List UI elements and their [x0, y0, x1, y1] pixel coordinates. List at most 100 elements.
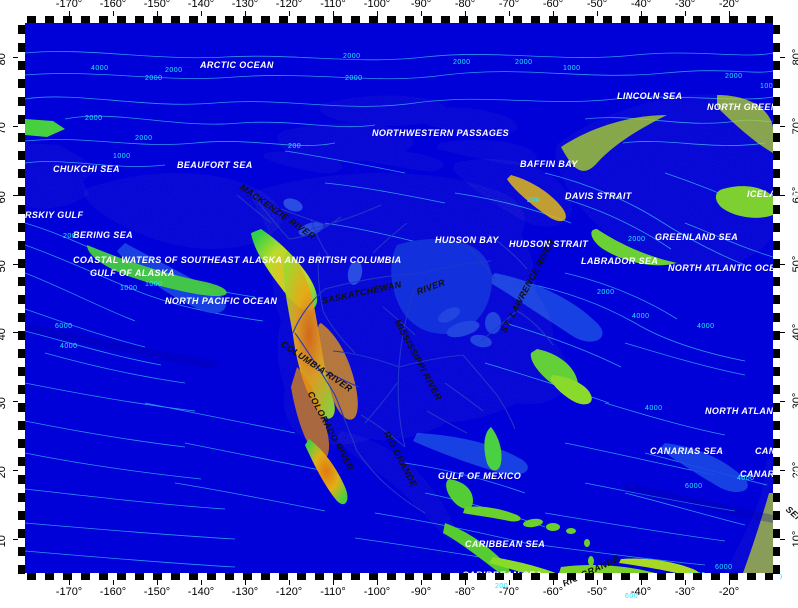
y-tick-label-left: 70°: [0, 117, 8, 135]
x-tick-bottom: [685, 580, 686, 585]
map-plot-frame: [18, 16, 780, 580]
x-tick-top: [685, 11, 686, 16]
y-tick-right: [780, 332, 785, 334]
y-tick-label-left: 80°: [0, 49, 8, 66]
frame-bottom-edge: [18, 573, 780, 580]
frame-top-edge: [18, 16, 780, 23]
x-tick-label-bottom: -80°: [454, 586, 476, 598]
y-tick-right: [780, 194, 785, 196]
y-tick-left: [13, 401, 18, 403]
x-tick-bottom: [509, 580, 510, 585]
x-tick-label-bottom: -170°: [55, 586, 83, 598]
y-tick-label-right: 70°: [791, 117, 798, 135]
x-tick-label-bottom: -20°: [718, 586, 740, 598]
x-tick-bottom: [113, 580, 114, 585]
x-tick-top: [157, 11, 158, 16]
x-tick-bottom: [729, 580, 730, 585]
y-tick-label-left: 10°: [0, 530, 8, 547]
x-tick-bottom: [333, 580, 334, 585]
x-tick-bottom: [69, 580, 70, 585]
y-tick-label-left: 50°: [0, 255, 8, 272]
x-tick-label-bottom: -150°: [143, 586, 171, 598]
x-tick-label-bottom: -100°: [363, 586, 391, 598]
y-tick-left: [13, 332, 18, 334]
x-tick-bottom: [245, 580, 246, 585]
x-tick-top: [421, 11, 422, 16]
x-tick-bottom: [553, 580, 554, 585]
x-tick-label-top: -100°: [363, 0, 391, 10]
x-tick-bottom: [201, 580, 202, 585]
y-tick-left: [13, 469, 18, 471]
x-tick-label-bottom: -130°: [231, 586, 259, 598]
x-tick-top: [69, 11, 70, 16]
x-tick-label-top: -40°: [630, 0, 652, 10]
map-raster: [25, 23, 773, 573]
x-tick-top: [333, 11, 334, 16]
x-tick-top: [201, 11, 202, 16]
x-tick-top: [245, 11, 246, 16]
x-tick-label-top: -110°: [320, 0, 346, 10]
x-tick-top: [729, 11, 730, 16]
y-tick-left: [13, 263, 18, 265]
x-tick-label-bottom: -50°: [586, 586, 608, 598]
y-tick-right: [780, 57, 785, 59]
y-tick-right: [780, 401, 785, 403]
x-tick-label-top: -30°: [674, 0, 696, 10]
y-tick-label-left: 20°: [0, 461, 8, 479]
x-tick-label-top: -130°: [231, 0, 259, 10]
x-tick-top: [113, 11, 114, 16]
frame-right-edge: [773, 16, 780, 580]
y-tick-label-right: 60°: [791, 186, 798, 204]
x-tick-top: [465, 11, 466, 16]
x-tick-top: [509, 11, 510, 16]
x-tick-label-top: -80°: [454, 0, 476, 10]
x-tick-label-bottom: -120°: [275, 586, 303, 598]
x-tick-label-bottom: -70°: [498, 586, 520, 598]
y-tick-label-right: 50°: [791, 255, 798, 272]
x-tick-label-top: -150°: [143, 0, 171, 10]
map-canvas[interactable]: [25, 23, 773, 573]
x-tick-top: [377, 11, 378, 16]
y-tick-label-left: 60°: [0, 186, 8, 204]
x-tick-label-bottom: -40°: [630, 586, 652, 598]
y-tick-label-left: 40°: [0, 324, 8, 341]
y-tick-left: [13, 57, 18, 59]
x-tick-label-top: -90°: [410, 0, 432, 10]
frame-left-edge: [18, 16, 25, 580]
y-tick-right: [780, 263, 785, 265]
x-tick-label-top: -160°: [99, 0, 127, 10]
x-tick-label-bottom: -60°: [542, 586, 564, 598]
x-tick-label-bottom: -140°: [187, 586, 215, 598]
x-tick-label-bottom: -30°: [674, 586, 696, 598]
x-tick-label-top: -20°: [718, 0, 740, 10]
y-tick-left: [13, 538, 18, 540]
y-tick-label-right: 20°: [791, 461, 798, 479]
x-tick-bottom: [641, 580, 642, 585]
x-tick-bottom: [597, 580, 598, 585]
x-tick-label-bottom: -160°: [99, 586, 127, 598]
x-tick-bottom: [465, 580, 466, 585]
y-tick-right: [780, 126, 785, 128]
x-tick-bottom: [421, 580, 422, 585]
x-tick-label-top: -170°: [55, 0, 83, 10]
x-tick-top: [289, 11, 290, 16]
x-tick-label-top: -120°: [275, 0, 303, 10]
y-tick-label-right: 10°: [791, 530, 798, 547]
x-tick-label-bottom: -110°: [320, 586, 346, 598]
x-tick-top: [641, 11, 642, 16]
river-network: [236, 192, 554, 514]
y-tick-left: [13, 194, 18, 196]
y-tick-right: [780, 538, 785, 540]
x-tick-label-top: -70°: [498, 0, 520, 10]
y-tick-label-right: 80°: [791, 49, 798, 66]
x-tick-bottom: [289, 580, 290, 585]
y-tick-label-right: 40°: [791, 324, 798, 341]
x-tick-bottom: [377, 580, 378, 585]
x-tick-top: [553, 11, 554, 16]
y-tick-label-right: 30°: [791, 392, 798, 410]
y-tick-right: [780, 469, 785, 471]
y-tick-left: [13, 126, 18, 128]
x-tick-label-top: -50°: [586, 0, 608, 10]
x-tick-label-bottom: -90°: [410, 586, 432, 598]
